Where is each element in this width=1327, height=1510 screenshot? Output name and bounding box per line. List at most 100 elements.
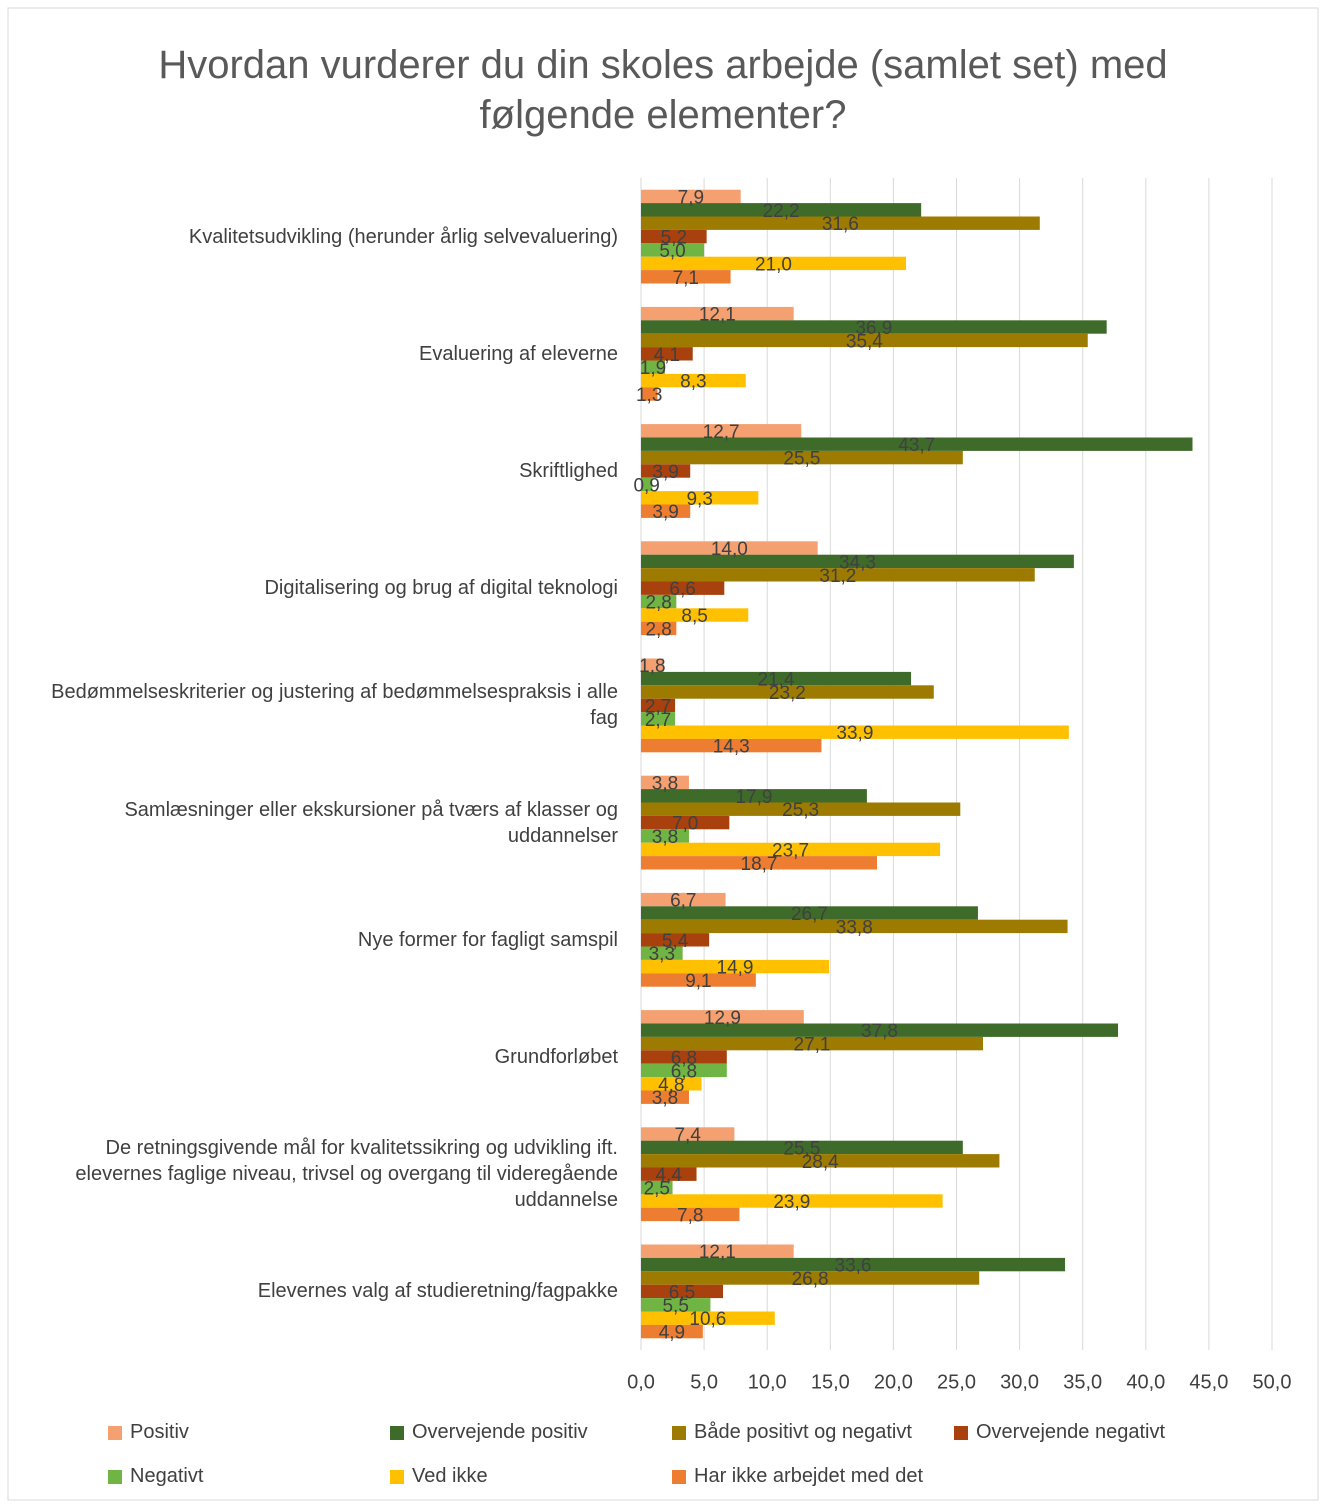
- bar: [641, 1244, 794, 1258]
- legend-swatch: [672, 1425, 686, 1440]
- bar: [641, 973, 756, 987]
- legend-item: Ved ikke: [390, 1465, 488, 1488]
- y-tick-label: Skriftlighed: [519, 460, 618, 482]
- y-tick-label: Nye former for fagligt samspil: [357, 928, 618, 951]
- data-label: 12,7: [703, 422, 740, 443]
- bar: [641, 1023, 1119, 1037]
- legend-item: Overvejende positiv: [390, 1421, 588, 1444]
- legend-swatch: [672, 1469, 686, 1484]
- legend-item: Både positivt og negativt: [672, 1421, 912, 1444]
- legend-swatch: [954, 1425, 968, 1440]
- legend-item: Positiv: [108, 1421, 189, 1444]
- bar: [641, 1271, 980, 1285]
- chart-border: [7, 7, 1319, 1501]
- data-label: 3,8: [652, 773, 678, 794]
- data-label: 4,4: [656, 1165, 683, 1186]
- bar: [641, 621, 677, 636]
- bar: [641, 541, 818, 555]
- x-tick-label: 15,0: [811, 1371, 850, 1393]
- bar: [641, 775, 689, 790]
- data-label: 6,5: [669, 1282, 695, 1303]
- data-label: 7,9: [678, 187, 704, 208]
- x-tick-label: 35,0: [1063, 1371, 1102, 1393]
- data-label: 22,2: [763, 201, 800, 222]
- bar: [641, 829, 689, 843]
- legend-label: Ved ikke: [412, 1465, 488, 1487]
- data-label: 8,3: [680, 372, 706, 393]
- x-tick-label: 5,0: [690, 1371, 718, 1393]
- bar: [641, 698, 676, 713]
- data-label: 12,1: [699, 305, 736, 326]
- bar: [641, 1050, 727, 1064]
- data-label: 26,8: [792, 1269, 829, 1290]
- bar: [641, 658, 664, 672]
- bar: [641, 243, 705, 257]
- bar: [641, 959, 830, 974]
- data-label: 12,1: [699, 1242, 736, 1263]
- data-label: 5,2: [661, 228, 687, 249]
- bar: [641, 1140, 963, 1155]
- data-label: 3,9: [652, 502, 678, 523]
- data-label: 0,9: [633, 475, 659, 496]
- bar: [641, 256, 907, 271]
- bar: [641, 671, 912, 686]
- data-label: 2,5: [644, 1179, 670, 1200]
- data-label: 14,0: [711, 539, 748, 560]
- y-tick-label: Samlæsninger eller ekskursioner på tværs…: [124, 798, 618, 847]
- data-label: 25,5: [783, 1138, 820, 1159]
- bar: [641, 919, 1068, 934]
- legend-item: Negativt: [108, 1465, 203, 1488]
- data-label: 5,4: [662, 931, 689, 952]
- data-label: 6,8: [671, 1061, 697, 1082]
- bar: [641, 815, 730, 830]
- data-label: 31,2: [819, 566, 856, 587]
- y-tick-label: Bedømmelseskriterier og justering af bed…: [51, 681, 618, 730]
- bar: [641, 229, 707, 244]
- bar: [641, 1311, 775, 1325]
- legend-label: Både positivt og negativt: [694, 1421, 912, 1443]
- bar: [641, 581, 725, 595]
- bar: [641, 725, 1069, 739]
- data-label: 3,8: [652, 827, 678, 848]
- bar: [641, 738, 822, 753]
- data-label: 7,8: [677, 1205, 703, 1226]
- data-label: 7,1: [673, 268, 699, 289]
- data-label: 25,3: [782, 800, 819, 821]
- bar: [641, 270, 731, 284]
- data-label: 27,1: [794, 1035, 831, 1056]
- data-label: 2,8: [645, 593, 671, 614]
- bar: [641, 842, 941, 857]
- data-label: 26,7: [791, 904, 828, 925]
- data-label: 9,3: [686, 489, 712, 510]
- bar: [641, 424, 802, 438]
- data-label: 2,7: [645, 710, 671, 731]
- y-tick-label: Elevernes valg af studieretning/fagpakke: [257, 1280, 618, 1303]
- x-tick-label: 0,0: [627, 1371, 655, 1393]
- data-label: 5,0: [659, 241, 685, 262]
- bar: [641, 1284, 724, 1299]
- bar: [641, 1207, 740, 1222]
- legend-label: Negativt: [130, 1465, 204, 1487]
- bar: [641, 1036, 984, 1051]
- bar: [641, 608, 749, 622]
- bar: [641, 189, 741, 204]
- bar: [641, 491, 759, 505]
- data-label: 21,0: [755, 254, 792, 275]
- bar: [641, 320, 1107, 334]
- bar: [641, 333, 1088, 348]
- bar: [641, 892, 726, 907]
- data-label: 2,8: [645, 619, 671, 640]
- bar: [641, 306, 794, 321]
- bar: [641, 568, 1035, 582]
- bar: [641, 1077, 702, 1091]
- legend-item: Har ikke arbejdet med det: [672, 1465, 923, 1488]
- data-label: 5,5: [662, 1296, 688, 1317]
- data-label: 14,3: [713, 737, 750, 758]
- data-label: 33,9: [836, 723, 873, 744]
- data-label: 7,4: [674, 1125, 701, 1146]
- data-label: 36,9: [855, 318, 892, 339]
- data-label: 6,7: [670, 891, 696, 912]
- x-tick-label: 25,0: [937, 1371, 976, 1393]
